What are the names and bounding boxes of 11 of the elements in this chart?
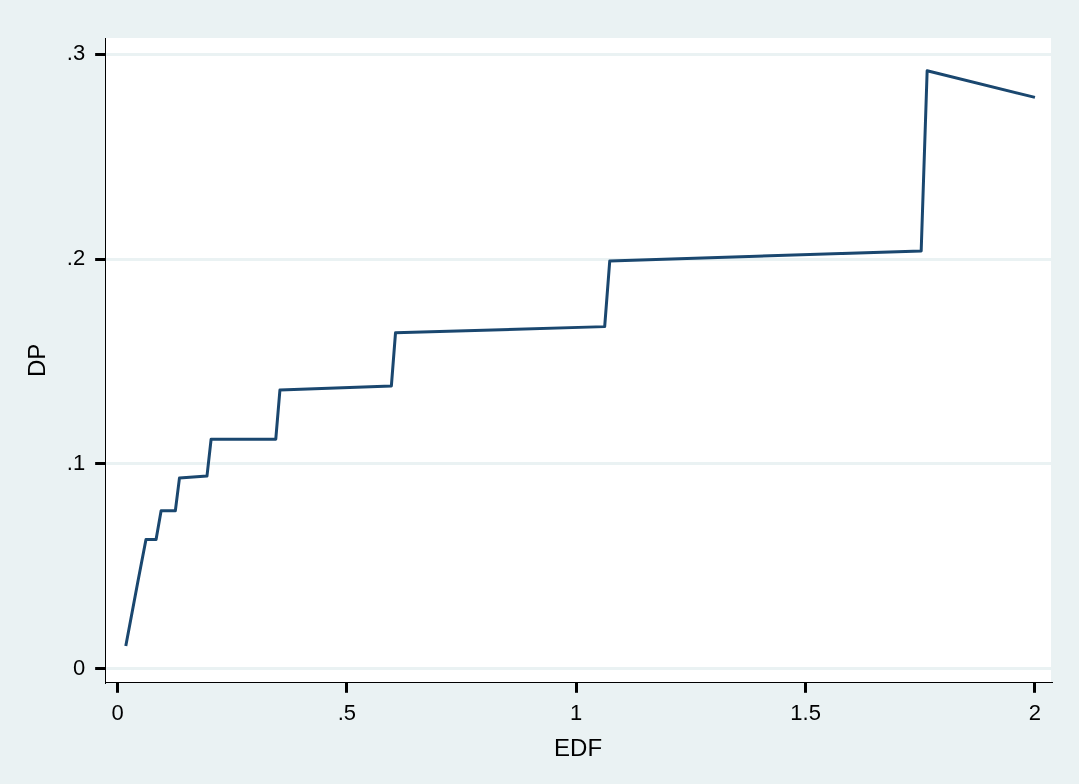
y-axis-title: DP (23, 343, 51, 378)
x-tick-label: .5 (337, 700, 357, 726)
x-tick-label: 1.5 (790, 700, 821, 726)
y-tick-label: 0 (72, 654, 86, 680)
y-tick-label: .1 (66, 449, 86, 475)
x-axis-title: EDF (554, 734, 603, 762)
x-tick-label: 0 (111, 700, 124, 726)
x-tick-label: 1 (570, 700, 583, 726)
x-tick-label: 2 (1028, 700, 1042, 726)
y-tick-label: .2 (66, 245, 86, 271)
y-tick-label: .3 (66, 40, 86, 66)
